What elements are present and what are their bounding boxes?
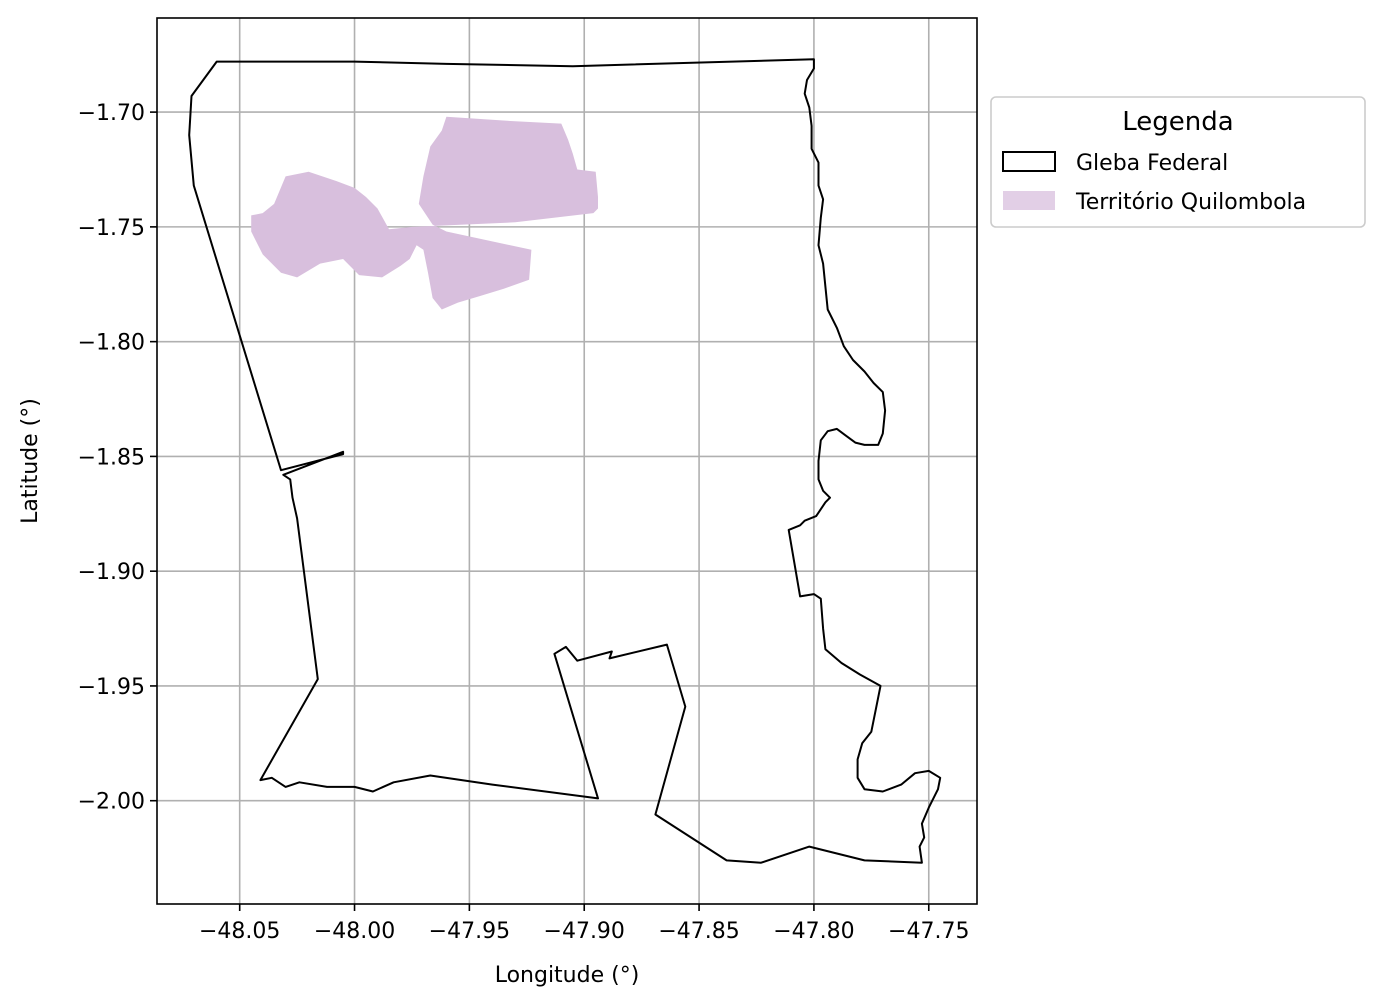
x-tick-label: −48.05: [199, 919, 280, 944]
y-tick-label: −1.85: [78, 445, 145, 470]
y-tick-label: −1.75: [78, 216, 145, 241]
x-tick-label: −47.95: [429, 919, 510, 944]
legend-swatch-gleba-federal: [1002, 151, 1056, 172]
x-tick-label: −47.85: [658, 919, 739, 944]
map-layers: [188, 58, 942, 864]
x-tick-label: −47.75: [888, 919, 969, 944]
territorio-quilombola-polygon: [251, 116, 598, 310]
axis-ticks: −48.05 −48.00 −47.95 −47.90 −47.85 −47.80 −47.…: [78, 101, 970, 944]
y-tick-label: −1.80: [78, 331, 145, 356]
gleba-federal-polygon: [188, 58, 942, 864]
legend-label-territorio-quilombola: Território Quilombola: [1075, 190, 1306, 215]
x-tick-label: −47.80: [773, 919, 854, 944]
y-axis-title: Latitude (°): [18, 398, 43, 524]
grid-lines: [157, 18, 977, 904]
legend-box: [990, 96, 1366, 228]
y-tick-label: −1.70: [78, 101, 145, 126]
x-axis-title: Longitude (°): [495, 963, 640, 988]
plot-frame: [156, 17, 978, 905]
legend: Legenda Gleba Federal Território Quilomb…: [990, 96, 1366, 228]
y-tick-label: −1.95: [78, 675, 145, 700]
legend-title: Legenda: [1122, 107, 1233, 137]
legend-swatch-territorio-quilombola: [1003, 191, 1055, 210]
legend-label-gleba-federal: Gleba Federal: [1076, 151, 1228, 176]
x-tick-label: −47.90: [544, 919, 625, 944]
y-tick-label: −2.00: [78, 790, 145, 815]
x-tick-label: −48.00: [314, 919, 395, 944]
y-tick-label: −1.90: [78, 560, 145, 585]
